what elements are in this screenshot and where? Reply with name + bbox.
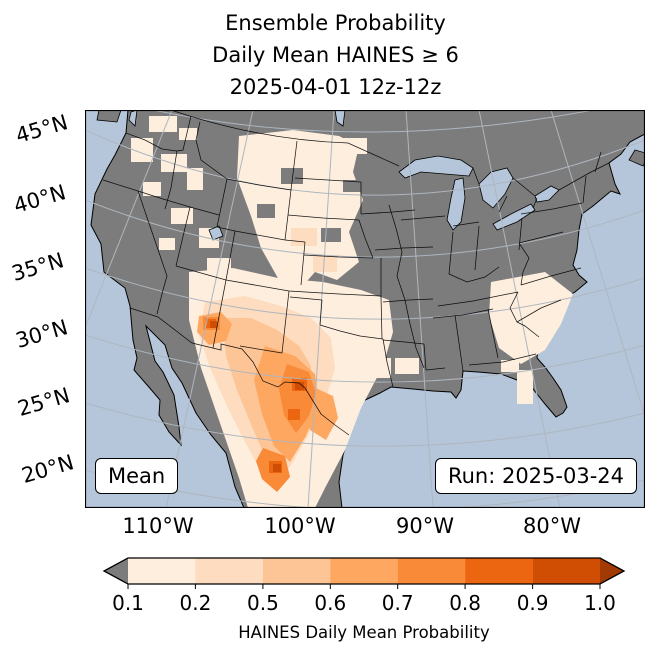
colorbar-tick-label: 0.6 xyxy=(314,591,346,615)
mean-label-box: Mean xyxy=(95,458,179,494)
lat-tick-label: 40°N xyxy=(10,180,69,218)
colorbar-tick-label: 0.7 xyxy=(382,591,414,615)
lake-winnipeg xyxy=(334,110,346,127)
lat-tick-label: 35°N xyxy=(8,248,67,286)
page-title-line2: Daily Mean HAINES ≥ 6 xyxy=(212,43,459,67)
great-salt-lake xyxy=(208,225,224,241)
graticule xyxy=(85,110,645,508)
run-label-box: Run: 2025-03-24 xyxy=(434,458,637,494)
lon-tick-label: 80°W xyxy=(523,514,581,538)
state-borders xyxy=(102,110,610,436)
lake-huron xyxy=(478,167,514,209)
vancouver-island xyxy=(96,110,122,123)
colorbar-tick-label: 0.5 xyxy=(247,591,279,615)
colorbar-tick-label: 0.9 xyxy=(517,591,549,615)
colorbar-tick-label: 0.2 xyxy=(179,591,211,615)
page-title-line1: Ensemble Probability xyxy=(225,11,446,35)
colorbar-tick-label: 0.8 xyxy=(449,591,481,615)
lat-tick-label: 25°N xyxy=(14,383,73,421)
lon-tick-label: 100°W xyxy=(264,514,336,538)
colorbar-tick-label: 0.1 xyxy=(112,591,144,615)
lakes xyxy=(128,110,560,241)
map-svg xyxy=(85,110,645,508)
colorbar-tick-label: 1.0 xyxy=(584,591,616,615)
lake-superior xyxy=(398,155,474,179)
map-frame xyxy=(85,110,645,508)
colorbar-segments xyxy=(104,558,624,584)
colorbar-axis-label: HAINES Daily Mean Probability xyxy=(238,623,490,642)
page-title-line3: 2025-04-01 12z-12z xyxy=(229,75,442,99)
lake-michigan xyxy=(446,177,466,231)
colorbar-under-arrow xyxy=(104,558,128,584)
lat-tick-label: 20°N xyxy=(18,450,77,488)
lake-erie xyxy=(492,203,536,231)
lake-ontario xyxy=(534,185,560,203)
lat-tick-label: 45°N xyxy=(12,110,71,148)
lat-tick-label: 30°N xyxy=(12,315,71,353)
colorbar-tick-labels: 0.1 0.2 0.5 0.6 0.7 0.8 0.9 1.0 xyxy=(112,591,616,615)
lon-tick-label: 90°W xyxy=(396,514,454,538)
colorbar: 0.1 0.2 0.5 0.6 0.7 0.8 0.9 1.0 HAINES D… xyxy=(102,557,626,642)
map-canvas: Mean Run: 2025-03-24 xyxy=(85,110,645,508)
colorbar-over-arrow xyxy=(600,558,624,584)
lon-tick-label: 110°W xyxy=(122,514,194,538)
colorbar-ticks xyxy=(127,584,601,589)
